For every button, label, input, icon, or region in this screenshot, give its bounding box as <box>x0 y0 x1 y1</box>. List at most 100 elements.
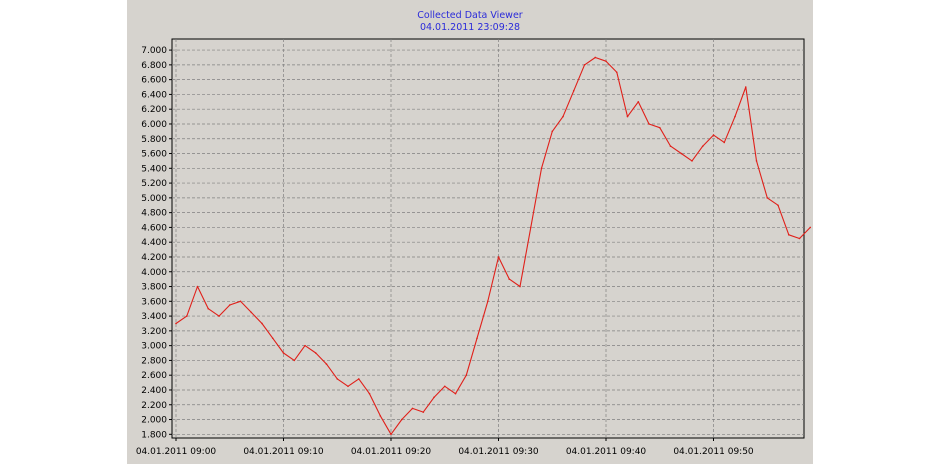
data-point <box>175 322 177 325</box>
data-point <box>336 378 339 380</box>
data-point <box>207 307 210 310</box>
data-point <box>368 392 371 395</box>
data-point <box>357 378 360 380</box>
y-tick-label: 6.600 <box>141 76 167 86</box>
data-point <box>583 64 586 66</box>
data-point <box>798 237 801 240</box>
y-tick-label: 6.800 <box>141 61 167 71</box>
y-tick-label: 4.200 <box>141 253 167 263</box>
y-tick-label: 3.800 <box>141 283 167 293</box>
y-tick-label: 6.000 <box>141 120 167 130</box>
y-tick-label: 4.000 <box>141 268 167 278</box>
data-point <box>497 256 500 258</box>
data-point <box>551 130 554 133</box>
data-point <box>723 141 726 144</box>
data-point <box>379 415 382 417</box>
y-tick-label: 6.400 <box>141 90 167 100</box>
data-point <box>777 204 779 207</box>
data-point <box>626 115 629 118</box>
data-point <box>271 337 274 340</box>
data-point <box>347 385 349 388</box>
data-point <box>433 396 435 399</box>
data-point <box>712 134 715 136</box>
y-tick-label: 2.800 <box>141 356 167 366</box>
data-point <box>658 126 661 129</box>
data-point <box>562 115 564 118</box>
line-chart: 1.800 2.000 2.200 2.400 2.600 2.800 3.000 3.200… <box>136 38 812 457</box>
data-point <box>239 300 242 303</box>
y-tick-label: 4.800 <box>141 209 167 219</box>
y-tick-label: 6.200 <box>141 105 167 115</box>
data-point <box>411 407 414 410</box>
data-point <box>594 56 597 59</box>
data-point <box>282 352 285 354</box>
y-tick-label: 4.600 <box>141 223 167 233</box>
data-point <box>400 418 403 421</box>
data-point <box>486 300 489 303</box>
data-point <box>701 145 704 147</box>
y-tick-label: 3.400 <box>141 312 167 322</box>
y-tick-label: 1.800 <box>141 430 167 440</box>
y-tick-label: 5.000 <box>141 194 167 204</box>
chart-title: Collected Data Viewer <box>417 10 523 21</box>
data-point <box>218 315 220 317</box>
data-point <box>314 352 317 354</box>
data-point <box>228 304 231 306</box>
y-tick-label: 2.400 <box>141 386 167 396</box>
y-tick-label: 3.000 <box>141 342 167 352</box>
data-point <box>325 363 328 365</box>
data-point <box>744 86 747 88</box>
data-point <box>755 160 758 162</box>
data-point <box>766 197 769 199</box>
data-point <box>476 337 478 340</box>
data-point <box>669 145 672 147</box>
data-point <box>648 123 650 125</box>
y-tick-label: 5.600 <box>141 150 167 160</box>
data-point <box>691 160 693 162</box>
y-tick-label: 7.000 <box>141 46 167 56</box>
plot-area <box>171 38 805 439</box>
data-point <box>261 322 263 325</box>
x-tick-label: 04.01.2011 09:30 <box>458 447 539 457</box>
x-tick-label: 04.01.2011 09:50 <box>673 447 754 457</box>
chart-window: Collected Data Viewer 04.01.2011 23:09:2… <box>127 0 813 464</box>
data-point <box>637 101 640 103</box>
data-point <box>304 344 306 347</box>
chart-title-block: Collected Data Viewer 04.01.2011 23:09:2… <box>127 10 813 34</box>
data-point <box>250 311 253 314</box>
x-tick-label: 04.01.2011 09:20 <box>351 447 432 457</box>
data-point <box>443 385 446 388</box>
data-point <box>519 285 521 288</box>
series-line <box>175 56 811 435</box>
data-point <box>422 411 425 413</box>
data-point <box>454 392 457 395</box>
data-point <box>390 433 392 436</box>
y-tick-label: 5.800 <box>141 135 167 145</box>
chart-subtitle: 04.01.2011 23:09:28 <box>419 22 521 33</box>
data-point <box>809 226 812 229</box>
y-tick-label: 2.200 <box>141 401 167 411</box>
y-tick-label: 2.000 <box>141 416 167 426</box>
y-tick-label: 3.600 <box>141 297 167 307</box>
y-tick-label: 3.200 <box>141 327 167 337</box>
data-point <box>508 278 511 280</box>
data-point <box>185 315 188 317</box>
y-tick-label: 2.600 <box>141 371 167 381</box>
data-point <box>540 167 543 170</box>
x-tick-label: 04.01.2011 09:40 <box>566 447 647 457</box>
data-point <box>293 359 296 362</box>
data-point <box>680 152 683 155</box>
y-tick-label: 5.400 <box>141 164 167 174</box>
data-point <box>465 374 468 376</box>
data-point <box>734 115 736 118</box>
y-tick-label: 5.200 <box>141 179 167 189</box>
data-point <box>787 234 790 236</box>
data-point <box>605 60 607 62</box>
y-tick-label: 4.400 <box>141 238 167 248</box>
x-tick-label: 04.01.2011 09:10 <box>243 447 324 457</box>
data-point <box>572 89 575 92</box>
data-point <box>529 226 532 229</box>
data-point <box>196 285 199 288</box>
x-tick-label: 04.01.2011 09:00 <box>136 447 217 457</box>
data-point <box>615 71 618 74</box>
